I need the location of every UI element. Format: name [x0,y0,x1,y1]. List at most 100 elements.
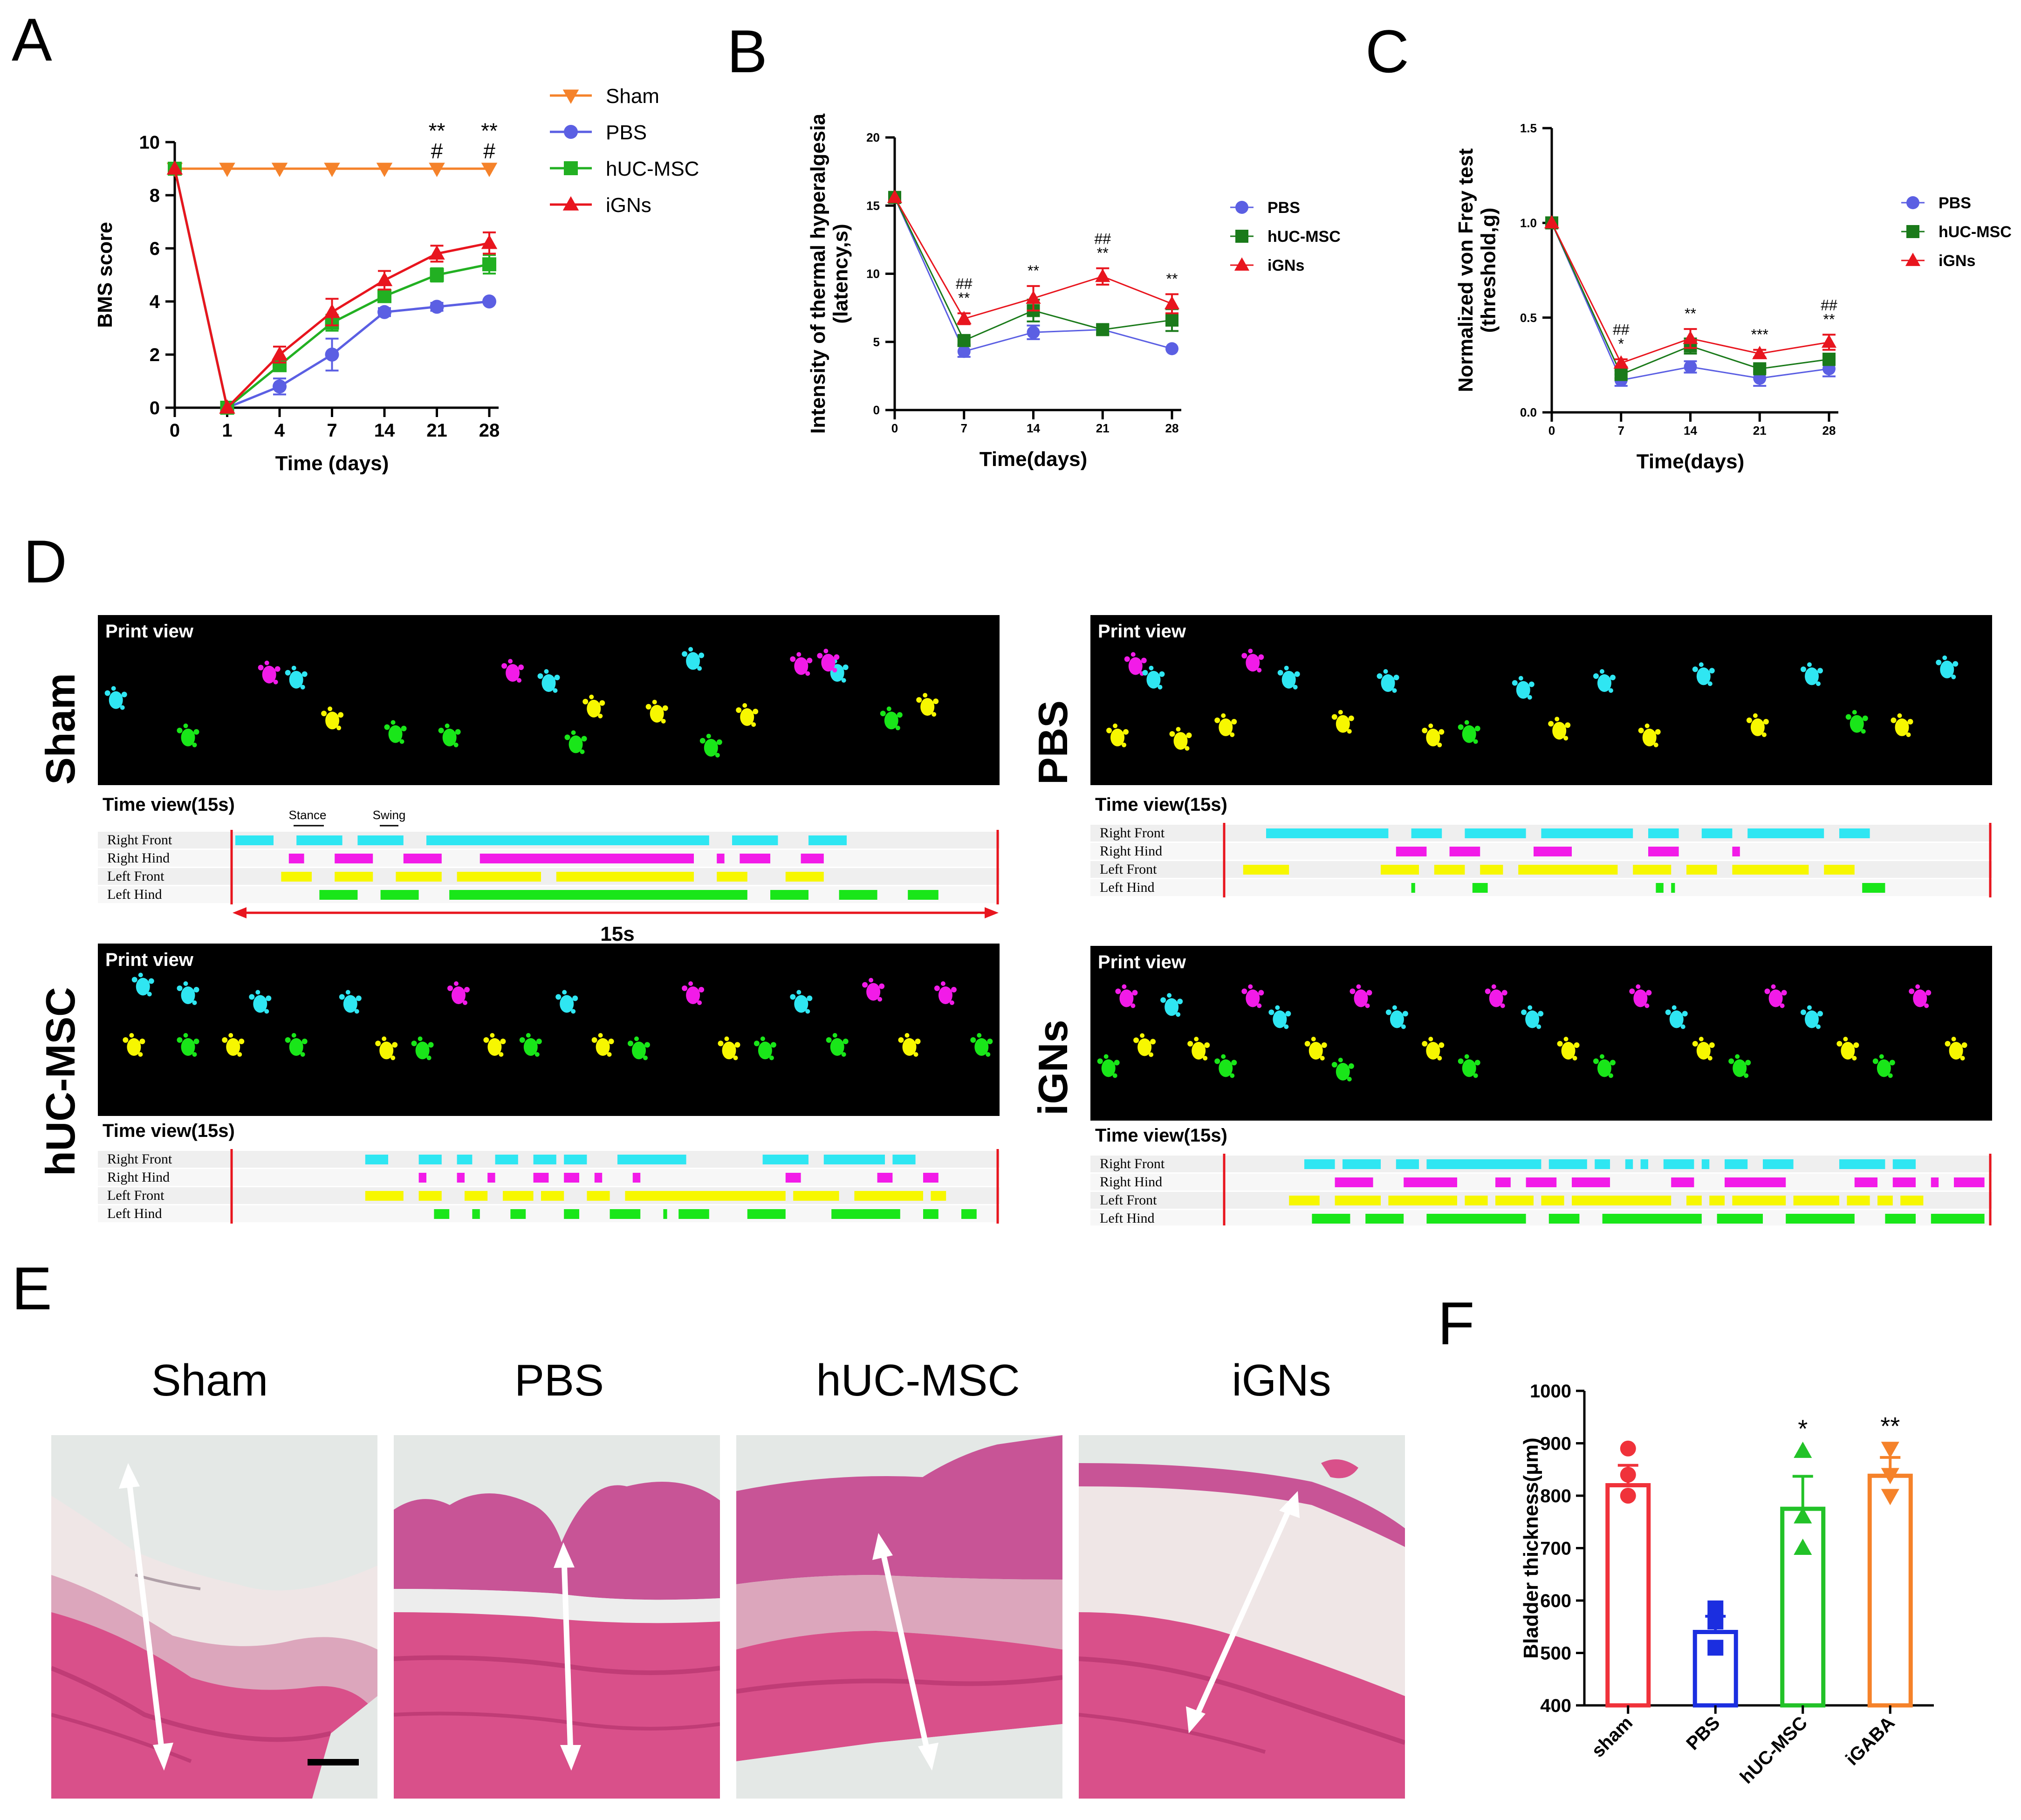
paw-toe [1150,1039,1156,1045]
paw-print [934,981,957,1005]
paw-pad [1219,718,1233,736]
y-tick-label: 15 [866,198,880,212]
paw-toe [1563,1037,1569,1041]
panel-label-c: C [1365,17,1409,85]
stance-bar [1602,1214,1702,1224]
histology-image-pbs [394,1435,720,1799]
series-pbs [1545,216,1836,387]
paw-print [1350,984,1372,1008]
chart-f-bladder-thickness: 400 500 600 700 800 900 1000 Bladder thickness(… [1520,1381,1934,1788]
paw-print [222,1033,245,1057]
stance-bar [541,1191,564,1201]
paw-toe [1365,1003,1370,1008]
paw-toe [634,1036,639,1041]
paw-toe [933,698,939,705]
print-view-background [1090,946,1992,1121]
paw-toe [1311,1037,1316,1041]
paw-toe [1709,1042,1715,1048]
paw-print [501,659,524,683]
paw-toe [1114,1060,1120,1066]
paw-toe [1331,1062,1337,1067]
paw-toe [1320,1056,1325,1061]
paw-pad [1309,1042,1323,1060]
paw-toe [1132,990,1138,996]
stance-bar [923,1209,939,1219]
paw-toe [1347,729,1352,734]
paw-toe [554,675,560,680]
bar-group-pbs [1692,1600,1738,1708]
data-point [957,334,971,347]
paw-toe [1204,1042,1210,1048]
paw-toe [399,739,404,744]
paw-print [682,981,705,1005]
paw-pad [650,705,664,723]
paw-toe [913,1052,918,1057]
paw-toe [1655,729,1661,735]
stance-bar [426,835,709,845]
y-tick-label: 1000 [1530,1381,1571,1402]
paw-pad [1101,1059,1116,1077]
paw-toe [1680,1024,1685,1029]
paw-toe [249,994,255,1000]
stance-bar [831,1209,900,1219]
data-point [430,268,444,282]
paw-toe [147,992,152,997]
bar [1867,1473,1913,1708]
paw-toe [1214,1058,1220,1064]
paw-pad [1390,1010,1404,1028]
data-point [482,294,496,308]
paw-toe [940,981,945,986]
paw-pad [541,674,556,692]
paw-toe [715,753,720,758]
data-point [273,379,287,394]
paw-toe [1646,990,1652,996]
paw-toe [1699,662,1704,667]
paw-pad [1246,989,1260,1007]
data-point [1753,362,1767,376]
paw-toe [1293,684,1298,690]
stance-bar [717,854,725,863]
paw-print [1241,649,1264,673]
panel-label-e: E [12,1254,52,1322]
paw-toe [1853,1042,1859,1048]
paw-pad [253,995,267,1013]
paw-pad [1642,728,1657,746]
stance-bar [1404,1177,1457,1187]
stance-bar [877,1173,893,1183]
bar [1780,1506,1826,1708]
paw-toe [951,987,957,992]
gait-panel-pbs: Print view Time view(15s) Right Front Right… [1090,615,1992,897]
paw-toe [264,660,269,665]
paw-toe [193,729,199,735]
stance-bar [1381,865,1419,875]
paw-toe [1891,717,1897,723]
paw-print [339,990,362,1014]
paw-toe [1106,727,1112,733]
paw-toe [1555,717,1560,722]
paw-print [1764,984,1787,1008]
paw-toe [970,1037,976,1043]
series-line [173,168,490,410]
stance-label: Stance [289,808,327,822]
time-row-label: Left Hind [107,1206,162,1221]
paw-toe [688,981,693,986]
hist-label-sham: Sham [151,1355,268,1405]
paw-toe [1501,990,1507,996]
data-point [1794,1539,1812,1555]
x-tick-label: 28 [1822,424,1836,438]
paw-pad [1119,989,1134,1007]
stance-bar [533,1155,556,1164]
paw-toe [1942,655,1947,660]
legend-marker [1235,201,1248,214]
legend-label: hUC-MSC [1267,228,1341,246]
paw-toe [1906,732,1911,737]
paw-pad [136,978,150,996]
paw-print [1277,665,1300,690]
paw-print [384,720,407,744]
paw-toe [454,981,459,986]
paw-print [438,723,461,747]
paw-toe [1518,676,1523,681]
legend-label: PBS [1939,194,1971,212]
paw-pad [1426,728,1440,746]
paw-pad [794,995,808,1013]
